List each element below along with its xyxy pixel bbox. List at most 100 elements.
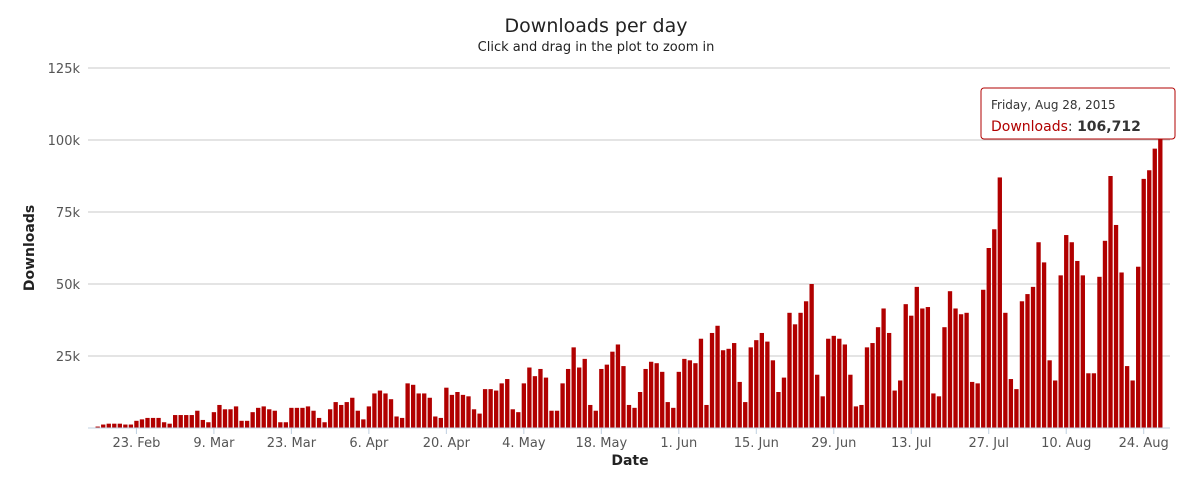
bar[interactable] [477,413,482,428]
bar[interactable] [765,341,770,428]
bar[interactable] [471,409,477,428]
bar[interactable] [671,407,676,428]
bar[interactable] [311,410,316,428]
bar[interactable] [305,406,311,428]
bar[interactable] [294,407,300,428]
bar[interactable] [704,404,709,428]
bar[interactable] [582,358,587,428]
bar[interactable] [787,312,792,428]
bar[interactable] [831,335,836,428]
bar[interactable] [1102,240,1108,428]
bar[interactable] [936,396,942,428]
bar[interactable] [1069,242,1074,428]
bar[interactable] [145,417,150,428]
bar[interactable] [150,417,156,428]
bar[interactable] [565,368,571,428]
bar[interactable] [1064,235,1069,428]
bar[interactable] [161,422,167,428]
bar[interactable] [444,387,449,428]
bar[interactable] [632,407,637,428]
bar[interactable] [809,284,814,428]
bar[interactable] [1113,224,1119,428]
bar[interactable] [1036,242,1041,428]
bar[interactable] [339,404,344,428]
bar[interactable] [1119,272,1124,428]
bar[interactable] [1075,260,1080,428]
bar[interactable] [754,340,759,428]
bar[interactable] [134,420,139,428]
bar[interactable] [460,394,466,428]
bar[interactable] [643,368,648,428]
bar[interactable] [123,424,128,428]
bar[interactable] [416,393,421,428]
bar[interactable] [870,343,875,428]
bar[interactable] [1025,294,1030,428]
bar[interactable] [438,417,443,428]
bar[interactable] [1124,366,1130,428]
bar[interactable] [743,402,748,428]
bar[interactable] [610,351,615,428]
bar[interactable] [588,404,593,428]
bar[interactable] [139,419,145,428]
bar[interactable] [648,361,654,428]
bar[interactable] [189,415,194,428]
bar[interactable] [267,409,272,428]
bar[interactable] [377,390,383,428]
bar[interactable] [283,422,289,428]
bar[interactable] [327,409,333,428]
bar[interactable] [112,423,117,428]
bar[interactable] [184,415,189,428]
bar[interactable] [410,384,416,428]
bar[interactable] [892,390,897,428]
bar[interactable] [200,419,205,428]
bar[interactable] [482,389,488,428]
bar[interactable] [333,402,338,428]
bar[interactable] [1041,262,1047,428]
bar[interactable] [682,358,687,428]
bar[interactable] [449,394,455,428]
bar[interactable] [316,417,322,428]
bar[interactable] [715,325,720,428]
bar[interactable] [748,347,753,428]
bar[interactable] [909,315,914,428]
bar[interactable] [660,371,665,428]
bar[interactable] [422,393,427,428]
bar[interactable] [759,332,764,428]
bar[interactable] [577,367,582,428]
bar[interactable] [516,412,521,428]
bar[interactable] [488,389,493,428]
bar[interactable] [992,229,997,428]
bar[interactable] [543,377,549,428]
bar[interactable] [361,419,366,428]
bar[interactable] [958,314,964,428]
bar[interactable] [405,383,410,428]
bar[interactable] [599,368,604,428]
bar[interactable] [676,371,681,428]
bar[interactable] [239,420,244,428]
bar[interactable] [289,407,294,428]
bar[interactable] [399,417,405,428]
bar[interactable] [1158,120,1163,429]
bar[interactable] [942,327,947,428]
bar[interactable] [394,416,399,428]
bar[interactable] [1091,373,1097,428]
bar[interactable] [1058,275,1063,428]
bar[interactable] [820,396,825,428]
bar[interactable] [560,383,565,428]
bar[interactable] [256,407,261,428]
bar[interactable] [278,422,283,428]
bar[interactable] [986,248,991,428]
bar[interactable] [228,409,233,428]
bar[interactable] [1152,148,1157,428]
bar[interactable] [505,379,510,428]
bar[interactable] [178,415,183,428]
bar[interactable] [848,374,853,428]
bar[interactable] [593,410,598,428]
bar[interactable] [211,412,217,428]
bar[interactable] [521,383,527,428]
bar[interactable] [898,380,903,428]
bar[interactable] [1108,176,1113,428]
bar[interactable] [101,424,106,428]
bar[interactable] [881,308,886,428]
